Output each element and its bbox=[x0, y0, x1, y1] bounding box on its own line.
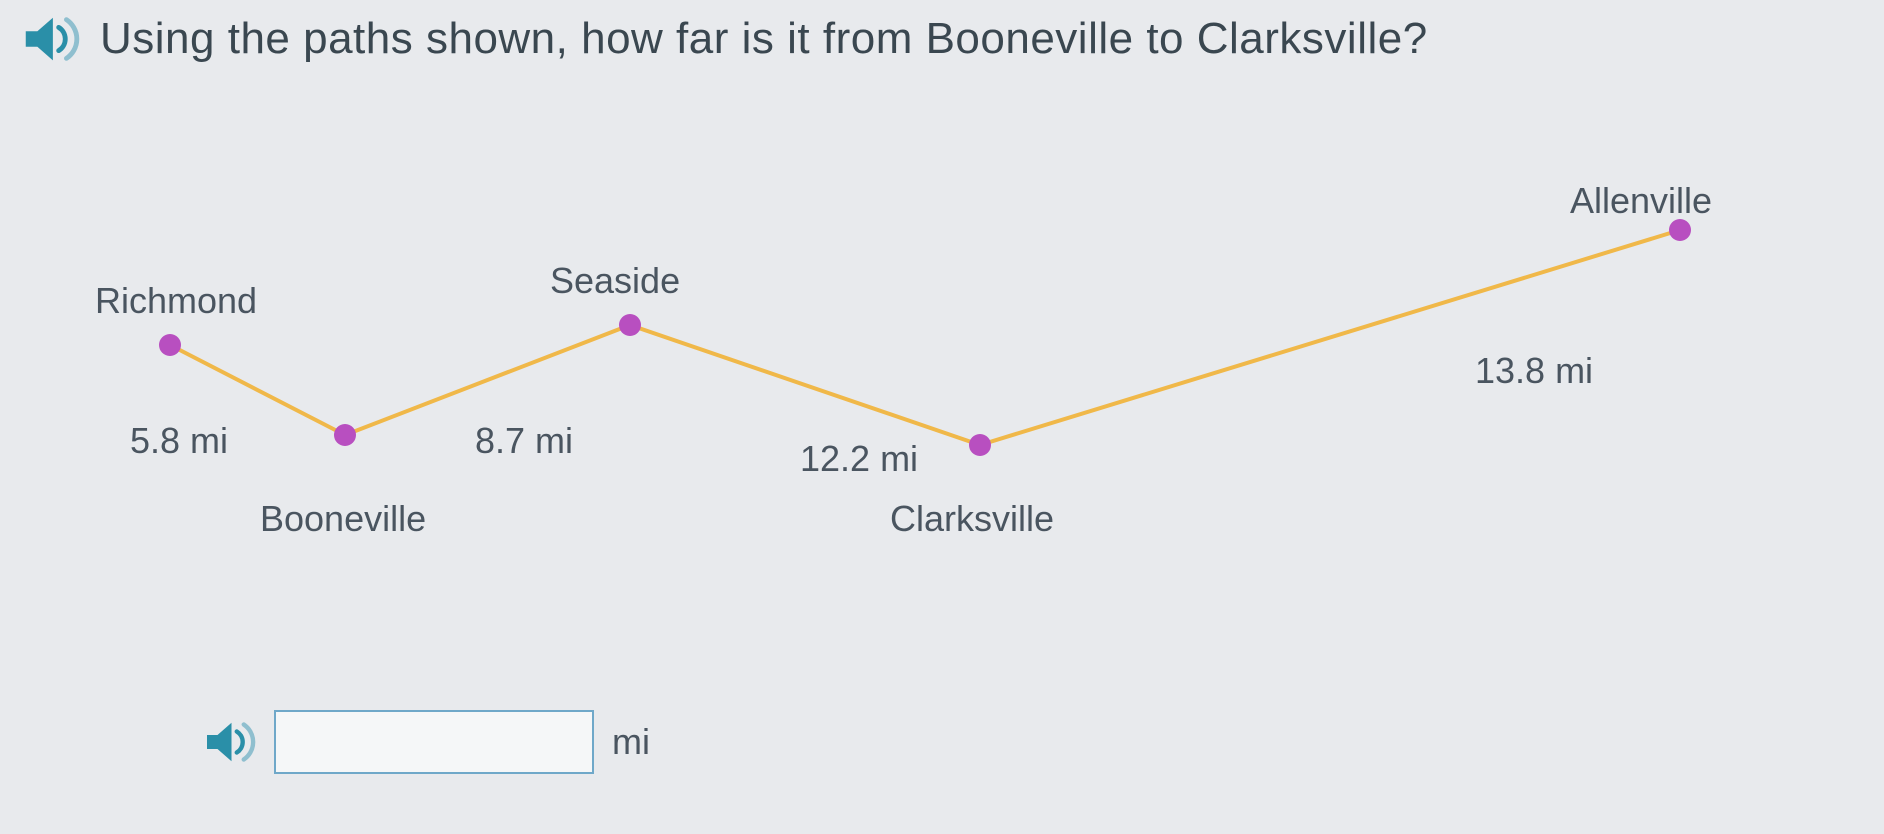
path-edge bbox=[345, 325, 630, 435]
unit-label: mi bbox=[612, 721, 650, 763]
city-label-richmond: Richmond bbox=[95, 280, 257, 322]
city-node-allenville bbox=[1669, 219, 1691, 241]
distance-label: 8.7 mi bbox=[475, 420, 573, 462]
speaker-icon[interactable] bbox=[200, 714, 256, 770]
city-label-clarksville: Clarksville bbox=[890, 498, 1054, 540]
city-label-booneville: Booneville bbox=[260, 498, 426, 540]
speaker-icon[interactable] bbox=[18, 8, 80, 70]
distance-label: 5.8 mi bbox=[130, 420, 228, 462]
path-edge bbox=[630, 325, 980, 445]
city-node-booneville bbox=[334, 424, 356, 446]
question-row: Using the paths shown, how far is it fro… bbox=[18, 8, 1864, 70]
city-label-allenville: Allenville bbox=[1570, 180, 1712, 222]
question-text: Using the paths shown, how far is it fro… bbox=[100, 14, 1428, 64]
answer-input[interactable] bbox=[274, 710, 594, 774]
distance-label: 12.2 mi bbox=[800, 438, 918, 480]
city-node-seaside bbox=[619, 314, 641, 336]
city-node-clarksville bbox=[969, 434, 991, 456]
city-label-seaside: Seaside bbox=[550, 260, 680, 302]
path-diagram: Richmond Booneville Seaside Clarksville Alle… bbox=[60, 170, 1780, 610]
path-edge bbox=[980, 230, 1680, 445]
city-node-richmond bbox=[159, 334, 181, 356]
answer-row: mi bbox=[200, 710, 650, 774]
distance-label: 13.8 mi bbox=[1475, 350, 1593, 392]
